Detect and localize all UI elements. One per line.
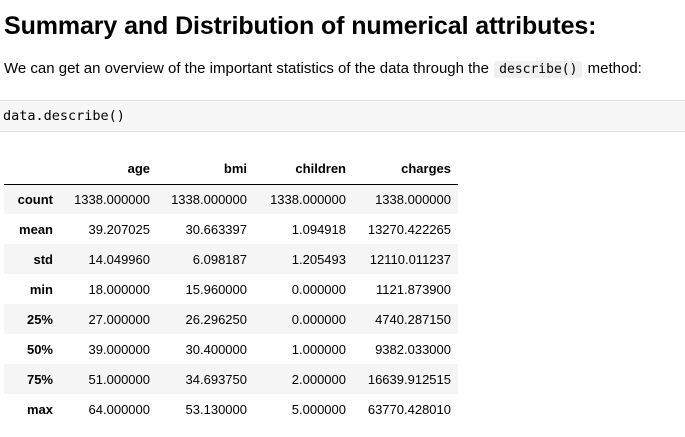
table-cell: 34.693750 (185, 371, 247, 387)
code-cell[interactable]: data.describe() (0, 100, 685, 132)
table-row: mean 39.207025 30.663397 1.094918 13270.4222… (4, 214, 458, 244)
table-header-age: age (60, 153, 157, 185)
table-cell: 30.400000 (185, 341, 247, 357)
table-cell: 6.098187 (192, 251, 247, 267)
table-cell: 0.000000 (291, 311, 346, 327)
table-row: max 64.000000 53.130000 5.000000 63770.42801… (4, 394, 458, 424)
row-label: 75% (26, 371, 53, 387)
table-cell: 0.000000 (291, 281, 346, 297)
table-cell: 1338.000000 (270, 191, 346, 207)
table-cell: 14.049960 (88, 251, 150, 267)
row-label: min (29, 281, 53, 297)
table-cell: 53.130000 (185, 401, 247, 417)
intro-text-after: method: (587, 60, 642, 77)
inline-code-describe: describe() (494, 61, 583, 78)
table-header-index (4, 153, 60, 185)
table-cell: 9382.033000 (375, 341, 451, 357)
table-cell: 1.094918 (291, 221, 346, 237)
table-cell: 2.000000 (291, 371, 346, 387)
row-label: count (17, 191, 53, 207)
table-cell: 1338.000000 (375, 191, 451, 207)
table-header-children: children (254, 153, 353, 185)
row-label: 25% (26, 311, 53, 327)
table-header-bmi: bmi (157, 153, 254, 185)
intro-text-before: We can get an overview of the important … (4, 60, 489, 77)
intro-paragraph: We can get an overview of the important … (4, 60, 642, 79)
table-header-row: age bmi children charges (4, 153, 458, 185)
table-cell: 39.207025 (88, 221, 150, 237)
row-label: mean (19, 221, 53, 237)
table-row: 25% 27.000000 26.296250 0.000000 4740.287150 (4, 304, 458, 334)
table-cell: 63770.428010 (367, 401, 451, 417)
table-row: std 14.049960 6.098187 1.205493 12110.011237 (4, 244, 458, 274)
row-label: std (33, 251, 54, 267)
table-cell: 16639.912515 (367, 371, 451, 387)
table-cell: 51.000000 (88, 371, 150, 387)
table-cell: 30.663397 (185, 221, 247, 237)
table-cell: 1.205493 (291, 251, 346, 267)
row-label: 50% (26, 341, 53, 357)
table-cell: 12110.011237 (369, 251, 451, 267)
table-cell: 39.000000 (88, 341, 150, 357)
table-cell: 27.000000 (88, 311, 150, 327)
table-body: count 1338.000000 1338.000000 1338.000000 13… (4, 184, 458, 424)
section-heading: Summary and Distribution of numerical at… (4, 12, 597, 40)
table-row: 50% 39.000000 30.400000 1.000000 9382.033000 (4, 334, 458, 364)
table-cell: 26.296250 (185, 311, 247, 327)
table-cell: 1121.873900 (376, 281, 451, 297)
table-cell: 15.960000 (185, 281, 247, 297)
row-label: max (26, 401, 53, 417)
table-cell: 4740.287150 (375, 311, 451, 327)
table-header-charges: charges (353, 153, 458, 185)
table-row: 75% 51.000000 34.693750 2.000000 16639.91251… (4, 364, 458, 394)
table-row: count 1338.000000 1338.000000 1338.000000 13… (4, 184, 458, 214)
table-cell: 13270.422265 (367, 221, 451, 237)
code-cell-source[interactable]: data.describe() (3, 108, 125, 124)
table-cell: 64.000000 (88, 401, 150, 417)
describe-output-table: age bmi children charges count 1338.00000… (4, 153, 458, 424)
table-cell: 18.000000 (88, 281, 150, 297)
table-cell: 1338.000000 (74, 191, 150, 207)
table-cell: 5.000000 (291, 401, 346, 417)
table-cell: 1.000000 (291, 341, 346, 357)
table-cell: 1338.000000 (171, 191, 247, 207)
table-row: min 18.000000 15.960000 0.000000 1121.873900 (4, 274, 458, 304)
